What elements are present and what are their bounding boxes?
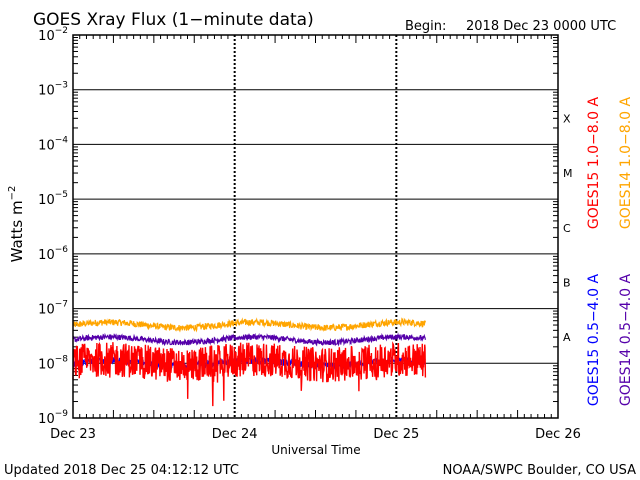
flare-class-label: C	[563, 222, 571, 235]
x-tick-label: Dec 23	[50, 427, 96, 442]
series-line	[72, 332, 426, 347]
plot-frame	[72, 34, 559, 419]
y-tick-base: 10	[38, 412, 55, 427]
begin-value: 2018 Dec 23 0000 UTC	[466, 19, 616, 34]
y-tick-base: 10	[38, 193, 55, 208]
y-tick-base: 10	[38, 303, 55, 318]
y-tick-base: 10	[38, 29, 55, 44]
legend-entry-label: GOES14 1.0−8.0 A	[618, 97, 634, 230]
text-layer: GOES Xray Flux (1−minute data) Begin: 20…	[4, 10, 636, 478]
y-tick-label: 10−6	[38, 245, 68, 263]
legend-entry: GOES15 0.5−4.0 A	[586, 274, 602, 407]
y-tick-label: 10−9	[38, 409, 68, 427]
y-tick-exp: −9	[55, 409, 69, 419]
series-line	[72, 317, 426, 333]
x-tick-labels: Dec 23 Dec 24 Dec 25 Dec 26	[50, 427, 581, 442]
x-tick-label: Dec 24	[212, 427, 258, 442]
y-tick-label: 10−3	[38, 81, 68, 99]
legend-entry-label: GOES15 0.5−4.0 A	[586, 274, 602, 407]
x-tick-label: Dec 26	[535, 427, 581, 442]
flare-class-label: M	[563, 167, 573, 180]
legend-entry: GOES14 1.0−8.0 A	[618, 97, 634, 230]
x-tick-label: Dec 25	[373, 427, 419, 442]
flare-class-labels: X M C B A	[563, 112, 573, 344]
legend-entry: GOES15 1.0−8.0 A	[586, 97, 602, 230]
series-line	[72, 341, 427, 407]
y-tick-exp: −6	[55, 245, 69, 255]
y-tick-exp: −2	[55, 26, 68, 36]
flare-class-label: X	[563, 112, 571, 125]
y-tick-label: 10−7	[38, 300, 68, 318]
x-axis-label: Universal Time	[271, 443, 360, 457]
y-tick-label: 10−8	[38, 354, 68, 372]
y-tick-label: 10−5	[38, 190, 68, 208]
y-axis-label-exp: −2	[7, 186, 18, 201]
chart-title: GOES Xray Flux (1−minute data)	[33, 10, 314, 30]
y-tick-base: 10	[38, 138, 55, 153]
svg-text:Watts m−2: Watts m−2	[7, 186, 26, 263]
flare-class-label: B	[563, 276, 571, 289]
y-tick-exp: −3	[55, 81, 68, 91]
legend-entry-label: GOES14 0.5−4.0 A	[618, 274, 634, 407]
series-layer	[72, 317, 427, 407]
y-tick-base: 10	[38, 248, 55, 263]
y-axis-label: Watts m−2	[7, 186, 26, 263]
legend: GOES15 1.0−8.0 A GOES14 1.0−8.0 A GOES15 0…	[586, 97, 634, 407]
legend-entry: GOES14 0.5−4.0 A	[618, 274, 634, 407]
credit-text: NOAA/SWPC Boulder, CO USA	[443, 463, 636, 478]
y-tick-exp: −5	[55, 190, 68, 200]
legend-entry-label: GOES15 1.0−8.0 A	[586, 97, 602, 230]
y-tick-label: 10−4	[38, 135, 68, 153]
y-tick-label: 10−2	[38, 26, 68, 44]
y-tick-labels: 10−210−310−410−510−610−710−810−9	[38, 26, 68, 427]
y-tick-exp: −4	[55, 135, 69, 145]
y-tick-base: 10	[38, 357, 55, 372]
y-tick-base: 10	[38, 84, 55, 99]
begin-label: Begin:	[405, 19, 446, 34]
flare-class-label: A	[563, 331, 571, 344]
y-axis-label-base: Watts m	[8, 200, 26, 262]
y-tick-exp: −7	[55, 300, 68, 310]
y-tick-exp: −8	[55, 354, 69, 364]
updated-timestamp: Updated 2018 Dec 25 04:12:12 UTC	[4, 463, 239, 478]
